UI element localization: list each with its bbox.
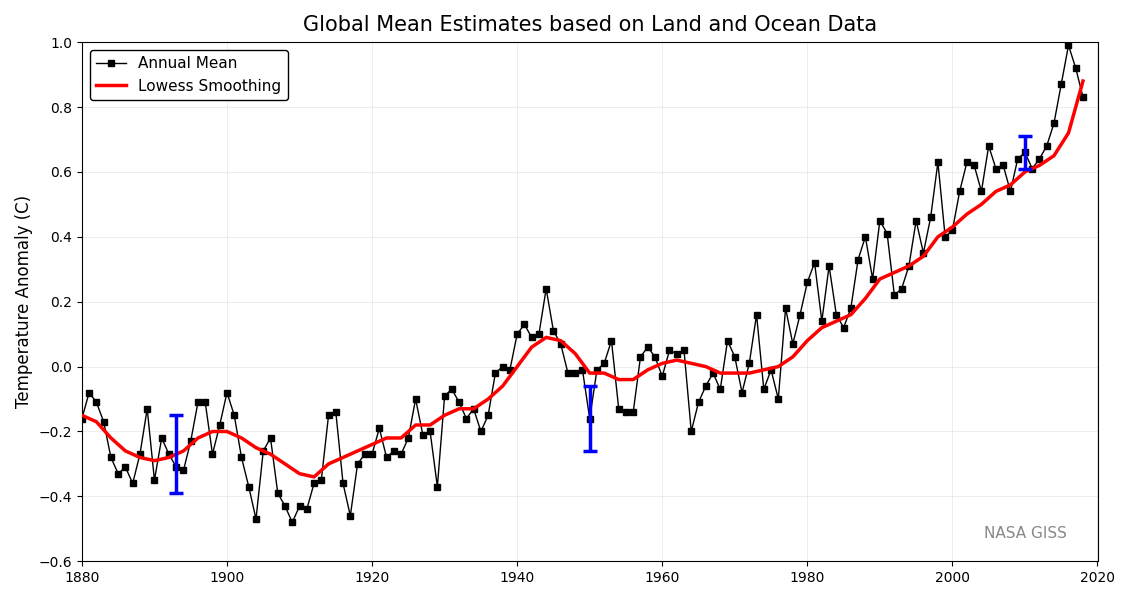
Annual Mean [75,415,88,422]
Lowess Smoothing [394,434,408,442]
Line: Annual Mean: Annual Mean [79,43,1086,525]
Line: Lowess Smoothing: Lowess Smoothing [81,81,1083,477]
Legend: Annual Mean, Lowess Smoothing: Annual Mean, Lowess Smoothing [89,50,288,100]
Annual Mean [286,519,299,526]
Annual Mean [89,398,103,406]
Title: Global Mean Estimates based on Land and Ocean Data: Global Mean Estimates based on Land and … [303,15,877,35]
Annual Mean [649,353,662,361]
Lowess Smoothing [946,223,959,230]
Annual Mean [1076,94,1089,101]
Y-axis label: Temperature Anomaly (C): Temperature Anomaly (C) [15,195,33,408]
Text: NASA GISS: NASA GISS [984,526,1067,541]
Annual Mean [82,389,96,396]
Lowess Smoothing [307,473,321,481]
Annual Mean [605,337,618,344]
Lowess Smoothing [75,412,88,419]
Annual Mean [1069,64,1083,71]
Lowess Smoothing [206,428,219,435]
Annual Mean [1062,42,1076,49]
Lowess Smoothing [641,366,654,373]
Lowess Smoothing [931,233,945,241]
Annual Mean [721,337,735,344]
Lowess Smoothing [322,460,336,467]
Lowess Smoothing [1076,77,1089,85]
